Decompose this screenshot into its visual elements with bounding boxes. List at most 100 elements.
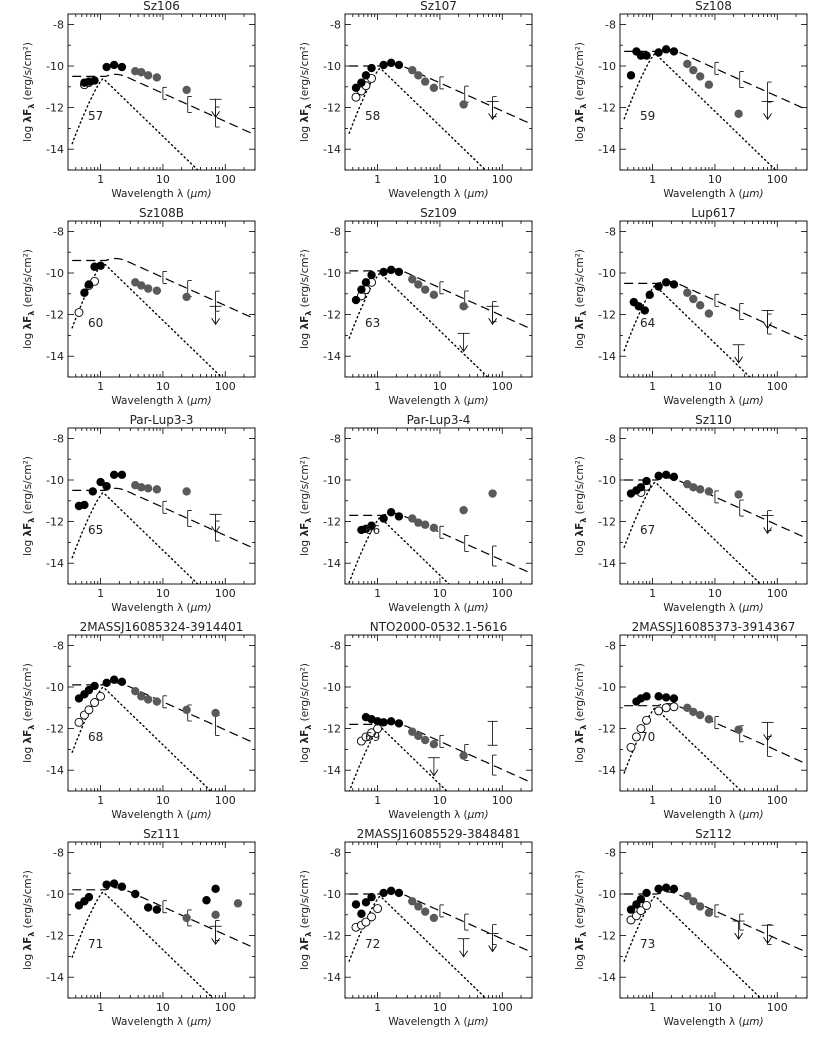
y-tick-label: -14	[46, 971, 64, 984]
observed-point	[654, 692, 663, 701]
observed-point	[379, 60, 388, 70]
y-tick-label: -10	[598, 888, 616, 901]
observed-point	[117, 470, 127, 479]
observed-point	[367, 521, 376, 530]
y-tick-label: -12	[598, 309, 616, 322]
y-tick-label: -14	[598, 350, 616, 363]
irac-mips-point	[233, 899, 243, 908]
x-tick-label: 10	[433, 173, 447, 186]
observed-point	[351, 83, 361, 93]
plot-frame	[67, 220, 256, 378]
observed-point	[386, 58, 396, 68]
x-tick-label: 1	[374, 173, 381, 186]
dereddened-point	[631, 732, 641, 742]
y-tick-label: -12	[323, 930, 341, 943]
x-tick-label: 100	[767, 587, 788, 600]
x-tick-label: 10	[156, 1001, 170, 1014]
irac-mips-point	[408, 514, 417, 523]
observed-point	[351, 900, 361, 909]
observed-point	[669, 472, 679, 482]
observed-point	[117, 677, 127, 686]
observed-point	[361, 278, 371, 287]
irac-mips-point	[408, 897, 417, 906]
observed-point	[102, 482, 111, 491]
irac-mips-point	[704, 908, 714, 917]
observed-point	[626, 905, 636, 914]
observed-point	[357, 909, 366, 918]
y-axis-label: log λFλ (erg/s/cm²)	[299, 663, 313, 763]
irac-mips-point	[137, 483, 146, 492]
x-tick-label: 100	[767, 1001, 788, 1014]
observed-point	[117, 62, 127, 72]
irac-mips-point	[143, 484, 153, 493]
y-tick-label: -10	[46, 60, 64, 73]
observed-point	[117, 882, 127, 891]
x-tick-label: 1	[374, 587, 381, 600]
y-tick-label: -12	[46, 102, 64, 115]
observed-point	[634, 302, 643, 311]
irac-mips-point	[695, 710, 705, 720]
x-tick-label: 100	[215, 173, 236, 186]
irac-mips-point	[689, 483, 698, 492]
x-tick-label: 10	[433, 587, 447, 600]
irac-mips-point	[152, 73, 162, 82]
irac-mips-point	[704, 487, 714, 496]
dereddened-point	[636, 724, 646, 734]
panel-id-label: 69	[365, 730, 380, 744]
observed-point	[90, 76, 99, 85]
irac-mips-point	[182, 487, 191, 496]
irac-mips-point	[689, 65, 698, 75]
panel-title: 2MASSJ16085324-3914401	[80, 620, 244, 634]
panel-title: Sz108	[695, 0, 732, 13]
sed-panel: 2MASSJ16085373-3914367 1 10 100 -8 -10 -12 -14 W…	[574, 620, 808, 821]
panel-title: 2MASSJ16085373-3914367	[632, 620, 796, 634]
plot-frame	[344, 634, 533, 792]
observed-point	[661, 470, 671, 479]
y-tick-label: -8	[330, 639, 341, 652]
y-tick-label: -14	[323, 971, 341, 984]
y-tick-label: -10	[598, 60, 616, 73]
irac-mips-point	[689, 707, 698, 717]
y-tick-label: -14	[598, 557, 616, 570]
observed-point	[654, 48, 663, 57]
x-tick-label: 100	[492, 380, 513, 393]
panel-id-label: 73	[640, 937, 655, 951]
panel-id-label: 70	[640, 730, 655, 744]
observed-point	[661, 278, 671, 287]
irac-mips-point	[152, 286, 162, 295]
x-tick-label: 100	[215, 380, 236, 393]
dereddened-point	[74, 308, 84, 317]
y-tick-label: -14	[598, 143, 616, 156]
y-tick-label: -8	[605, 225, 616, 238]
observed-point	[152, 905, 162, 914]
irac-mips-point	[408, 275, 417, 284]
observed-point	[626, 71, 636, 80]
photosphere-line	[348, 67, 487, 170]
observed-point	[80, 288, 89, 297]
x-tick-label: 100	[492, 794, 513, 807]
median-sed-line	[72, 887, 255, 949]
x-tick-label: 100	[492, 587, 513, 600]
irac-mips-point	[420, 907, 430, 916]
x-axis-label: Wavelength λ (μm)	[111, 188, 211, 200]
observed-point	[109, 60, 119, 70]
observed-point	[379, 888, 388, 898]
irac-mips-point	[152, 697, 162, 706]
upper-limit-arrowhead	[211, 937, 220, 946]
irac-mips-point	[414, 280, 423, 289]
sed-panel: Sz112 1 10 100 -8 -10 -12 -14 Wavelength λ (μm) l…	[574, 827, 808, 1028]
sed-panel: Sz109 1 10 100 -8 -10 -12 -14 Wavelength λ (μm) l…	[299, 206, 533, 407]
observed-point	[379, 718, 388, 727]
observed-point	[102, 880, 111, 889]
y-axis-label: log λFλ (erg/s/cm²)	[22, 249, 36, 349]
irac-mips-point	[182, 85, 191, 95]
panel-title: Sz112	[695, 827, 732, 841]
panel-id-label: 64	[640, 316, 655, 330]
y-axis-label: log λFλ (erg/s/cm²)	[22, 42, 36, 142]
observed-point	[394, 888, 404, 898]
x-tick-label: 1	[649, 587, 656, 600]
panel-id-label: 67	[640, 523, 655, 537]
y-tick-label: -12	[323, 102, 341, 115]
y-tick-label: -14	[323, 350, 341, 363]
observed-point	[88, 487, 98, 496]
